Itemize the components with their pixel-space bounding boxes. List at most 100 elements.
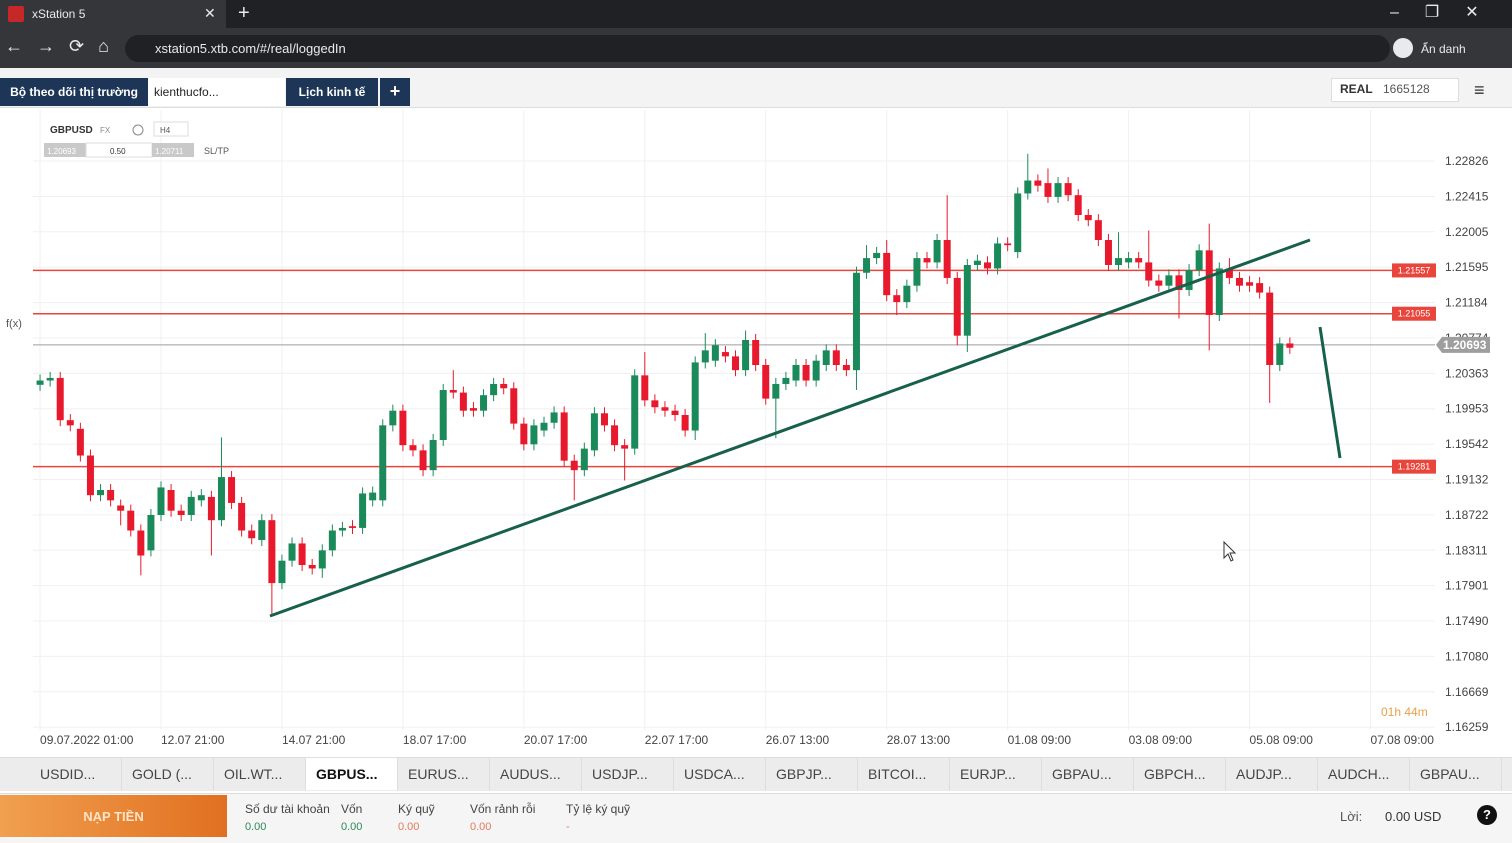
nav-buttons[interactable]: ←→⟳⌂ [5,36,123,56]
candle-body [943,240,951,278]
candle-body [258,520,266,540]
instrument-tab[interactable]: GBPCH... [1134,758,1226,790]
instrument-tab[interactable]: GBPUS... [306,758,398,790]
instrument-tab[interactable]: AUDUS... [490,758,582,790]
y-tick-label: 1.17901 [1445,579,1489,593]
field-label: Ký quỹ [398,802,435,816]
browser-tab[interactable]: xStation 5 [0,0,226,28]
candle-body [1175,275,1183,290]
candle-body [701,350,709,363]
candle-body [429,440,437,471]
instrument-tab[interactable]: OIL.WT... [214,758,306,790]
candle-body [419,450,427,471]
instrument-tab[interactable]: GBPAU... [1042,758,1134,790]
app-tab[interactable]: kienthucfo... [148,78,285,106]
x-tick-label: 26.07 13:00 [766,733,830,747]
candle-body [1004,243,1012,246]
instrument-tab[interactable]: GOLD (... [122,758,214,790]
instrument-tab[interactable]: EURUS... [398,758,490,790]
candle-body [107,490,115,501]
candle-body [681,415,689,431]
candle-body [1125,258,1133,263]
app-tab[interactable]: Lịch kinh tế [286,78,378,106]
field-value: 0.00 [341,821,363,833]
candle-body [177,510,185,515]
candle-body [147,515,155,551]
candle-body [621,445,629,449]
candle-body [1266,292,1274,365]
add-tab[interactable]: + [380,78,410,106]
y-tick-label: 1.17080 [1445,649,1489,663]
candles [36,153,1294,615]
instrument-tab[interactable]: GBPJP... [766,758,858,790]
candle-body [772,383,780,399]
candle-body [600,413,608,426]
candle-body [167,490,175,511]
ask-box[interactable] [152,143,194,157]
candle-body [298,543,306,565]
url-field[interactable]: xstation5.xtb.com/#/real/loggedIn [125,35,1390,62]
y-tick-label: 1.18722 [1445,508,1489,522]
instrument-tab[interactable]: EURJP... [950,758,1042,790]
candle-body [1145,262,1153,281]
x-tick-label: 12.07 21:00 [161,733,225,747]
fx-tool[interactable]: f(x) [6,318,22,330]
bid-box[interactable] [44,143,86,157]
candle-body [1215,268,1223,315]
help[interactable]: ? [1477,805,1497,825]
trend-line[interactable] [1318,326,1342,459]
timeframe: H4 [160,126,171,135]
candle-body [691,362,699,431]
candle-body [480,395,488,411]
instrument-tab[interactable]: GBPAU... [1410,758,1502,790]
current-price-box [1436,336,1490,353]
ask: 1.20711 [155,147,184,156]
instrument-tab[interactable]: AUDJP... [1226,758,1318,790]
candle-body [994,243,1002,269]
field-value: 0.00 [470,821,492,833]
candle-body [570,460,578,471]
candle-body [1034,180,1042,186]
trend-line[interactable] [269,238,1311,618]
app-tab[interactable]: Bộ theo dõi thị trường [0,78,148,106]
y-tick-label: 1.22826 [1445,154,1489,168]
instrument-tab[interactable]: USDJP... [582,758,674,790]
y-tick-label: 1.19542 [1445,437,1489,451]
x-tick-label: 05.08 09:00 [1250,733,1314,747]
info-icon[interactable] [132,124,144,136]
candle-body [500,383,508,389]
instrument-tab[interactable]: USDCA... [674,758,766,790]
menu[interactable]: ≡ [1474,80,1485,100]
candle-body [1246,282,1254,286]
candle-body [580,448,588,471]
candle-body [449,390,457,393]
candle-body [510,388,518,424]
y-tick-label: 1.16669 [1445,685,1489,699]
candle-body [308,565,316,569]
window-controls[interactable]: –❐✕ [1390,4,1505,21]
candle-body [278,560,286,584]
sltp[interactable]: SL/TP [204,146,229,156]
symbol-name: GBPUSD [50,125,93,136]
profile-label[interactable]: Ẩn danh [1421,42,1466,56]
candle-body [338,527,346,531]
timeframe-box[interactable] [153,121,189,137]
candle-body [117,505,125,511]
instrument-tab[interactable]: USDID... [30,758,122,790]
candle-body [983,262,991,269]
instrument-tab[interactable]: BITCOI... [858,758,950,790]
deposit-button[interactable]: NẠP TIỀN [0,795,227,837]
tab-close[interactable]: ✕ [204,5,216,21]
candle-body [1185,270,1193,290]
field-label: Vốn rảnh rỗi [470,802,536,816]
candle-body [973,260,981,265]
y-tick-label: 1.20363 [1445,366,1489,380]
instrument-tab[interactable]: AUDCH... [1318,758,1410,790]
field-value: 0.00 [398,821,420,833]
account-box[interactable] [1331,78,1459,102]
chart: 1.22826 1.22415 1.22005 1.21595 1.21184 1.207… [0,108,1512,757]
new-tab[interactable]: + [238,2,250,24]
candle-body [711,345,719,361]
candle-body [611,425,619,446]
